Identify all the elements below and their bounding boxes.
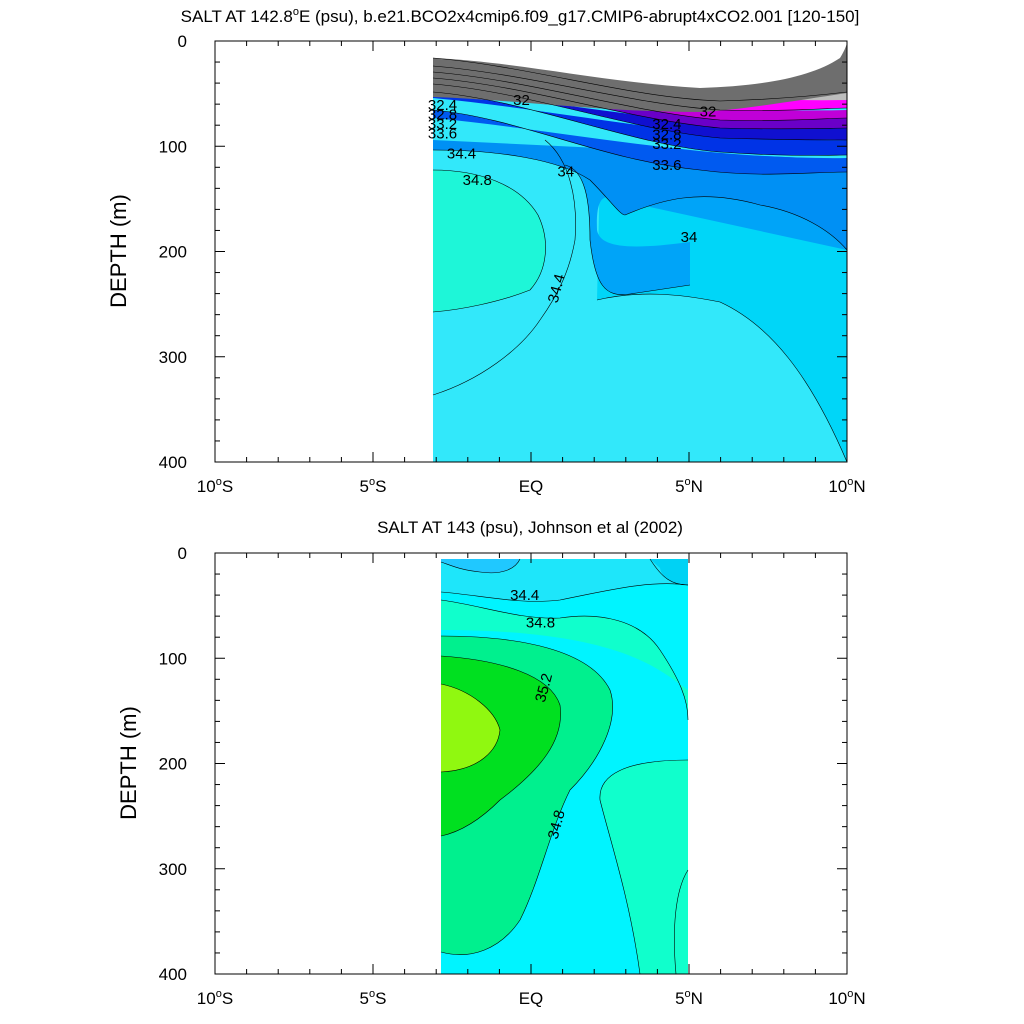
fill-band-dark-gray xyxy=(433,42,847,112)
contour-label: 35.2 xyxy=(532,672,556,705)
bottom-ylabel: DEPTH (m) xyxy=(116,706,141,820)
top-title-post: E (psu), b.e21.BCO2x4cmip6.f09_g17.CMIP6… xyxy=(299,7,859,26)
contour-line xyxy=(440,655,561,837)
fill-band-35.4-plus xyxy=(441,684,500,772)
contour-line xyxy=(432,169,546,313)
top-x-tick-label: EQ xyxy=(519,477,544,496)
top-contour-lines xyxy=(432,57,848,463)
bottom-y-tick-label: 300 xyxy=(159,860,187,879)
contour-line xyxy=(599,759,689,975)
contour-label: 32 xyxy=(513,92,530,109)
contour-label: 34.4 xyxy=(545,272,569,305)
top-x-tick-label: 5oS xyxy=(360,476,387,496)
top-ylabel: DEPTH (m) xyxy=(106,194,131,308)
bottom-x-tick-label: 5oN xyxy=(675,988,703,1008)
contour-label: 32.8 xyxy=(428,107,457,124)
contour-label: 32.4 xyxy=(652,116,681,133)
top-x-tick-label: 10oN xyxy=(828,476,865,496)
top-title-degree: o xyxy=(293,6,299,18)
top-x-tick-label: 5oN xyxy=(675,476,703,496)
contour-line xyxy=(432,109,848,175)
contour-line xyxy=(440,599,689,721)
contour-label: 32.4 xyxy=(428,97,457,114)
fill-band-33.2-33.6 xyxy=(433,110,847,175)
bottom-contour-lines xyxy=(440,558,689,975)
contour-label: 34.4 xyxy=(447,146,476,163)
contour-line xyxy=(432,65,848,111)
top-contour-labels: 323232.432.833.233.632.432.833.233.634.4… xyxy=(428,92,716,305)
bottom-x-tick-label: EQ xyxy=(519,989,544,1008)
contour-label: 34.8 xyxy=(463,172,492,189)
contour-line xyxy=(564,164,691,295)
contour-line xyxy=(674,869,689,975)
contour-line xyxy=(432,139,576,396)
top-y-tick-label: 200 xyxy=(159,243,187,262)
contour-line xyxy=(440,683,501,773)
contour-line xyxy=(596,293,848,463)
contour-line xyxy=(432,83,848,141)
contour-label: 34.8 xyxy=(526,614,555,631)
bottom-y-tick-label: 200 xyxy=(159,755,187,774)
contour-line xyxy=(432,77,848,130)
top-x-tick-label: 10oS xyxy=(197,476,233,496)
bottom-contour-labels: 34.4 34.8 35.2 34.8 xyxy=(510,587,569,841)
contour-label: 32 xyxy=(700,104,717,121)
top-y-tick-label: 0 xyxy=(178,32,187,51)
contour-line xyxy=(432,91,848,156)
bottom-y-tick-label: 100 xyxy=(159,649,187,668)
contour-label: 33.2 xyxy=(652,136,681,153)
top-ticks xyxy=(214,40,848,463)
top-y-tick-label: 100 xyxy=(159,137,187,156)
top-y-tick-label: 300 xyxy=(159,348,187,367)
contour-label: 33.6 xyxy=(652,157,681,174)
fill-band-top-lightblue xyxy=(441,559,520,573)
contour-line xyxy=(440,558,521,574)
bottom-y-tick-label: 0 xyxy=(178,544,187,563)
bottom-x-tick-label: 5oS xyxy=(360,988,387,1008)
bottom-panel: SALT AT 143 (psu), Johnson et al (2002) … xyxy=(116,518,848,975)
bottom-y-tick-label: 400 xyxy=(159,965,187,984)
contour-label: 34.8 xyxy=(545,808,569,841)
contour-line xyxy=(432,71,848,121)
bottom-ticks xyxy=(214,552,848,975)
bottom-x-tick-label: 10oS xyxy=(197,988,233,1008)
fill-band-34.8-35.0 xyxy=(441,600,688,974)
tick-labels: 10oS 5oS EQ 5oN 10oN 0 100 200 300 400 10oS 5oS EQ 5o… xyxy=(159,32,866,1008)
top-panel: SALT AT 142.8oE (psu), b.e21.BCO2x4cmip6… xyxy=(106,6,860,463)
contour-line xyxy=(432,149,848,251)
contour-label: 33.2 xyxy=(428,116,457,133)
bottom-x-tick-label: 10oN xyxy=(828,988,865,1008)
contour-line xyxy=(432,57,848,102)
fill-band-top-deep-cyan xyxy=(650,559,688,585)
contour-label: 34.4 xyxy=(510,587,539,604)
bottom-chart-title: SALT AT 143 (psu), Johnson et al (2002) xyxy=(377,518,683,537)
top-title-pre: SALT AT 142.8 xyxy=(181,7,293,26)
contour-line xyxy=(440,583,689,602)
contour-label: 34 xyxy=(557,164,574,181)
bottom-contour-fills xyxy=(441,559,688,974)
top-chart-title: SALT AT 142.8oE (psu), b.e21.BCO2x4cmip6… xyxy=(181,6,860,26)
top-contour-fills xyxy=(433,42,847,462)
contour-label: 34 xyxy=(681,229,698,246)
fill-band-34.0-34.4-east xyxy=(597,170,847,462)
fill-band-34.4-34.8-west xyxy=(433,170,546,312)
contour-label: 32.8 xyxy=(652,127,681,144)
contour-line xyxy=(440,635,613,955)
contour-label: 33.6 xyxy=(428,126,457,143)
fill-band-32.8-33.2 xyxy=(433,92,847,156)
top-y-tick-label: 400 xyxy=(159,453,187,472)
contour-line xyxy=(649,558,689,586)
